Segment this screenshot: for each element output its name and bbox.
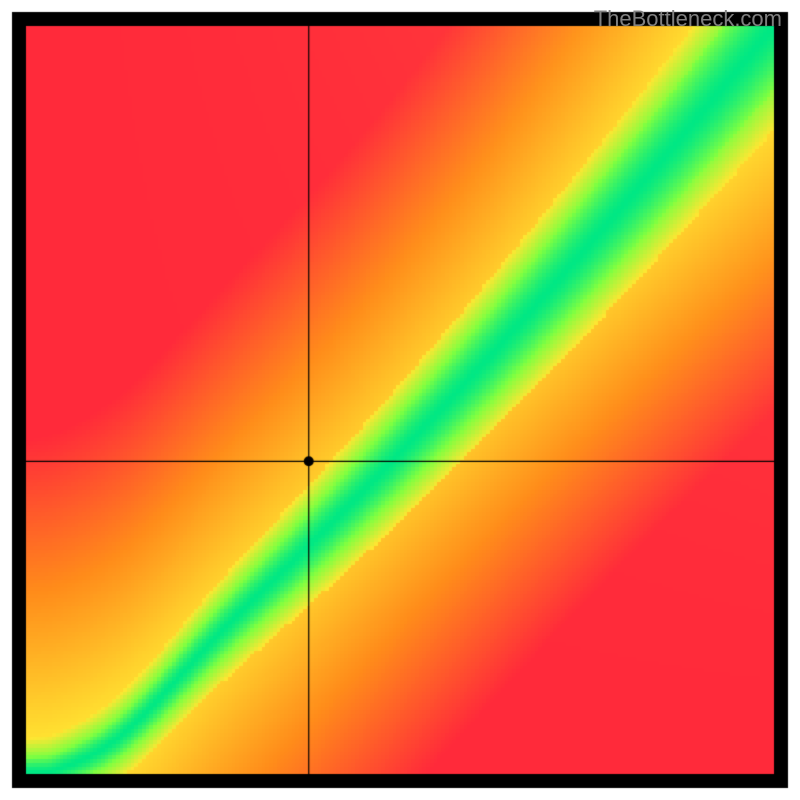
heatmap-canvas xyxy=(0,0,800,800)
watermark-text: TheBottleneck.com xyxy=(594,6,782,32)
chart-container: TheBottleneck.com xyxy=(0,0,800,800)
